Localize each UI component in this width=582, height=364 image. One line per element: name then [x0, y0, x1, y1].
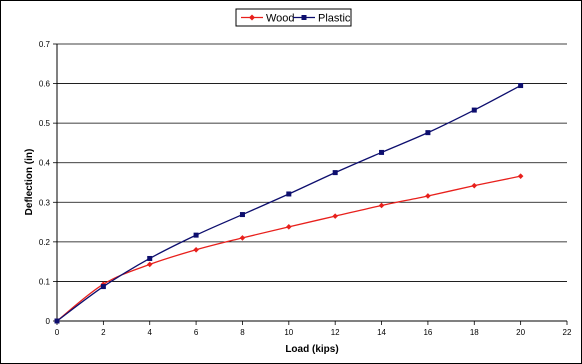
y-tick-label: 0.7	[39, 40, 51, 49]
y-tick-label: 0.2	[39, 238, 51, 247]
data-point-wood	[332, 213, 338, 219]
grid-lines	[57, 43, 567, 282]
data-point-wood	[286, 224, 292, 230]
data-point-wood	[239, 235, 246, 241]
y-tick-label: 0.1	[39, 277, 51, 286]
y-axis-label: Deflection (in)	[24, 149, 35, 216]
x-tick-label: 10	[284, 328, 293, 337]
legend-label-plastic: Plastic	[318, 13, 351, 25]
y-tick-label: 0	[46, 317, 51, 326]
legend-wood-marker	[249, 14, 255, 21]
legend-label-wood: Wood	[266, 13, 295, 25]
data-point-plastic	[193, 232, 199, 238]
x-tick-label: 6	[194, 328, 199, 337]
data-point-plastic	[147, 255, 153, 261]
legend: Wood Plastic	[235, 8, 352, 27]
x-tick-label: 14	[377, 328, 386, 337]
data-point-plastic	[425, 130, 431, 136]
data-point-plastic	[332, 170, 338, 176]
x-tick-label: 22	[563, 328, 572, 337]
series-layer	[54, 83, 524, 324]
data-point-plastic	[379, 149, 385, 155]
y-tick-label: 0.6	[39, 80, 51, 89]
legend-plastic-marker	[301, 15, 307, 20]
x-tick-label: 20	[516, 328, 525, 337]
data-point-plastic	[54, 318, 60, 324]
x-tick-label: 8	[240, 328, 245, 337]
y-tick-label: 0.5	[39, 119, 51, 128]
data-point-plastic	[518, 83, 524, 89]
x-tick-label: 12	[331, 328, 340, 337]
data-point-plastic	[471, 107, 477, 113]
y-tick-label: 0.3	[39, 198, 51, 207]
series-line-plastic	[56, 84, 521, 322]
x-tick-label: 4	[148, 328, 153, 337]
x-tick-label: 18	[470, 328, 479, 337]
data-point-wood	[517, 173, 524, 179]
x-tick-label: 2	[101, 328, 106, 337]
data-point-wood	[425, 193, 431, 199]
axes: 0 0.1 0.2 0.3 0.4 0.5 0.6 0.7 0 2 4 6 8 10 12 14 16 18 20 2…	[39, 40, 572, 337]
y-tick-label: 0.4	[39, 159, 51, 168]
x-tick-label: 0	[55, 328, 60, 337]
data-point-wood	[146, 261, 153, 268]
series-line-wood	[56, 175, 521, 322]
data-point-plastic	[100, 284, 106, 290]
data-point-plastic	[239, 212, 245, 218]
data-point-wood	[378, 202, 385, 209]
x-tick-label: 16	[423, 328, 432, 337]
x-axis-label: Load (kips)	[285, 344, 338, 355]
data-point-plastic	[286, 191, 292, 197]
data-point-wood	[193, 246, 199, 253]
data-point-wood	[471, 182, 478, 189]
